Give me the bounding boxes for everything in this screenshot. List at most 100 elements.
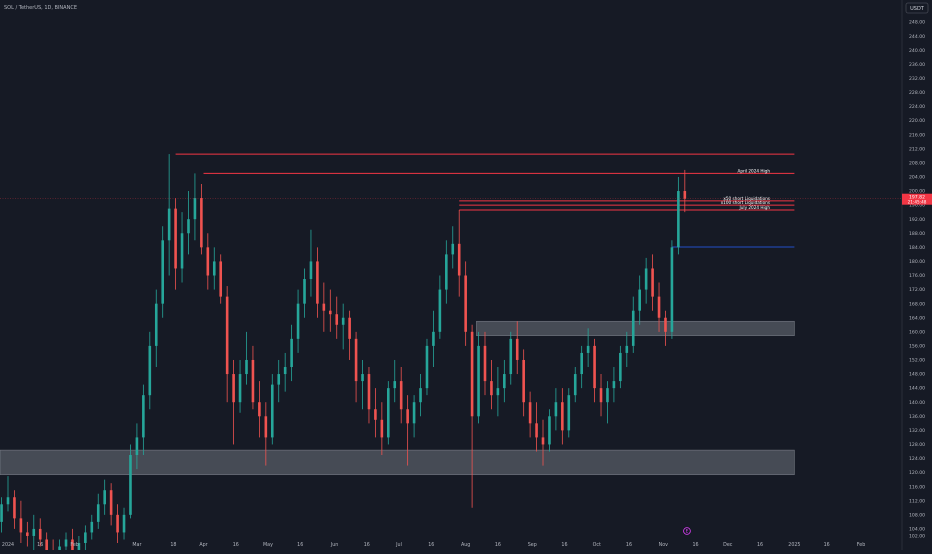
candle-body [116,514,119,533]
price-tick-label: 116.00 [909,484,925,490]
candle-body [425,345,429,389]
time-tick-label: 2025 [788,542,800,548]
candle-body [309,261,313,280]
price-tick-label: 120.00 [909,470,925,476]
candle-body [677,191,680,248]
candle-body [387,388,390,438]
candle-body [380,419,384,438]
candle-body [354,338,358,382]
price-tick-label: 132.00 [909,428,925,434]
time-tick-label: 18 [170,542,176,548]
price-tick-label: 216.00 [909,132,925,138]
candle-body [625,345,629,353]
candle-body [258,402,261,417]
price-tick-label: 188.00 [909,231,925,237]
candle-body [593,345,596,389]
price-tick-label: 148.00 [909,372,925,378]
candle-body [399,381,403,410]
candle-body [103,490,106,505]
zones-layer [0,320,795,476]
levels-layer [175,153,795,248]
candle-body [71,539,74,551]
candle-body [464,275,467,332]
time-axis[interactable]: 2024 16 Feb Mar 18 Apr 16 May 16 Jun 16 Jul 16 Aug 16 S… [2,542,865,548]
candle-body [109,490,113,515]
price-tick-label: 136.00 [909,414,925,420]
candle-body [64,539,68,547]
price-tick-label: 244.00 [909,34,925,40]
currency-button[interactable]: USDT [905,2,929,14]
candle-body [322,303,326,311]
candle-body [341,317,345,325]
price-tick-label: 112.00 [909,498,925,504]
price-tick-label: 164.00 [909,315,925,321]
price-tick-label: 208.00 [909,160,925,166]
time-tick-label: 16 [364,542,370,548]
price-tick-label: 124.00 [909,456,925,462]
candle-body [567,395,571,431]
candle-body [180,233,184,269]
currency-button-label[interactable]: USDT [910,6,925,12]
candle-body [238,374,242,403]
candle-body [161,240,165,304]
candle-body [438,289,442,332]
price-tick-label: 102.00 [909,534,925,540]
price-tick-label: 176.00 [909,273,925,279]
lower-demand-zone [0,449,795,476]
candle-body [619,352,622,382]
time-tick-label: 16 [37,542,43,548]
candle-body [303,279,306,304]
upper-supply-zone [476,320,795,336]
july-2024-high-label: July 2024 High [739,205,771,210]
candle-body [367,374,371,410]
x100-short-liquidations-label: x100 short Liquidations [721,200,770,205]
event-marker-circle [683,527,691,535]
level-labels-layer: April 2024 High x50 short Liquidationsx10… [721,168,771,210]
price-tick-label: 228.00 [909,90,925,96]
time-tick-label: 16 [561,542,567,548]
price-tick-label: 180.00 [909,259,925,265]
candle-body [90,521,94,533]
candle-body [219,261,223,297]
price-tick-label: 160.00 [909,329,925,335]
time-tick-label: Apr [199,542,207,548]
candle-body [270,384,274,438]
price-tick-label: 212.00 [909,146,925,152]
candle-body [245,359,248,375]
candle-body [19,518,23,533]
candle-body [13,497,16,519]
price-tick-label: 240.00 [909,48,925,54]
candle-body [451,243,455,255]
candle-body [264,416,268,438]
candle-body [38,528,42,540]
time-tick-label: 16 [233,542,239,548]
candle-body [361,374,364,382]
time-tick-label: Feb [70,542,79,548]
price-tick-label: 168.00 [909,301,925,307]
candle-body [232,374,235,403]
currency-button-frame[interactable] [905,2,929,14]
candle-body [515,338,519,360]
candle-body [154,303,158,346]
candle-body [200,198,203,248]
candle-body [631,310,635,346]
event-marker[interactable]: E [683,527,691,535]
time-tick-label: Sep [528,542,537,548]
price-tick-label: 248.00 [909,20,925,26]
time-tick-label: 16 [757,542,763,548]
candle-body [606,388,609,403]
candle-body [393,381,397,389]
time-tick-label: Feb [857,542,866,548]
price-tick-label: 144.00 [909,386,925,392]
candle-body [490,381,493,396]
price-tick-label: 108.00 [909,512,925,518]
candle-body [548,416,551,445]
price-tick-label: 196.00 [909,203,925,209]
candle-body [32,528,36,536]
price-tick-label: 128.00 [909,442,925,448]
price-tick-label: 204.00 [909,175,925,181]
